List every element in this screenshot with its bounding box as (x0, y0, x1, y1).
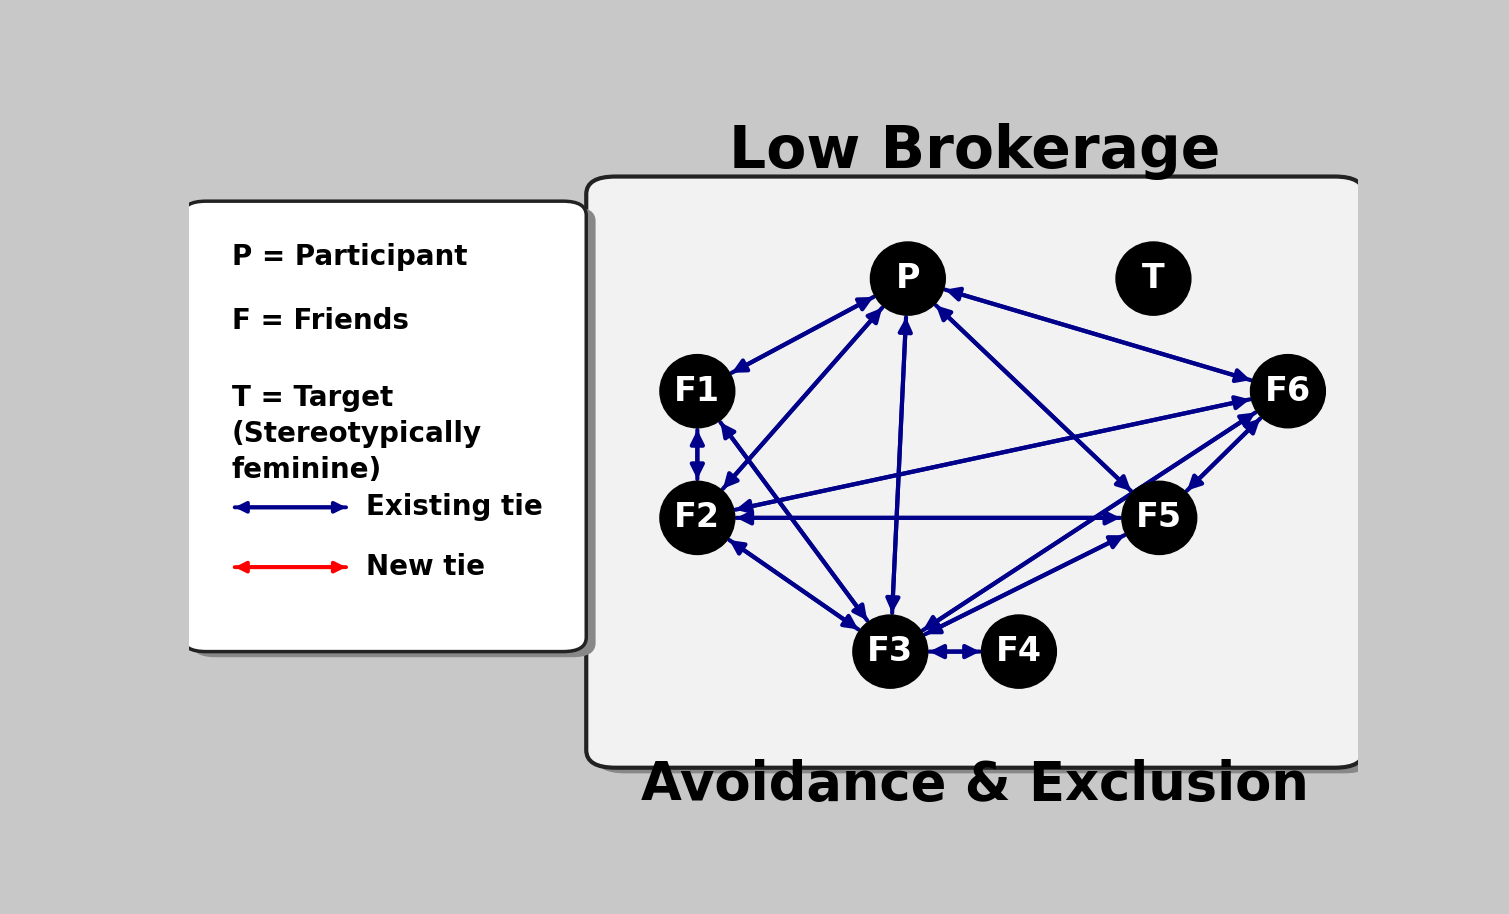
FancyBboxPatch shape (596, 182, 1373, 773)
Text: F6: F6 (1265, 375, 1311, 408)
FancyArrowPatch shape (887, 317, 905, 609)
Text: T: T (1142, 262, 1165, 295)
Text: F5: F5 (1136, 502, 1183, 535)
FancyArrowPatch shape (936, 305, 1127, 488)
Text: P = Participant: P = Participant (232, 243, 468, 271)
FancyArrowPatch shape (924, 415, 1251, 631)
Text: New tie: New tie (367, 553, 486, 581)
FancyArrowPatch shape (691, 434, 703, 479)
FancyBboxPatch shape (183, 201, 585, 652)
Ellipse shape (1117, 242, 1191, 315)
Ellipse shape (871, 242, 945, 315)
FancyArrowPatch shape (930, 536, 1124, 632)
FancyArrowPatch shape (925, 537, 1120, 634)
FancyArrowPatch shape (723, 426, 868, 621)
FancyArrowPatch shape (723, 312, 880, 489)
Text: F = Friends: F = Friends (232, 307, 409, 335)
FancyArrowPatch shape (930, 646, 975, 657)
FancyArrowPatch shape (927, 412, 1255, 628)
Text: Existing tie: Existing tie (367, 494, 543, 521)
FancyArrowPatch shape (934, 646, 979, 657)
FancyBboxPatch shape (192, 207, 596, 657)
Text: T = Target
(Stereotypically
feminine): T = Target (Stereotypically feminine) (232, 384, 481, 484)
FancyArrowPatch shape (892, 322, 911, 613)
FancyArrowPatch shape (741, 513, 1120, 524)
Ellipse shape (659, 482, 735, 555)
FancyArrowPatch shape (238, 563, 346, 571)
FancyArrowPatch shape (1188, 421, 1257, 491)
FancyArrowPatch shape (735, 398, 1245, 510)
Ellipse shape (1251, 355, 1325, 428)
Text: P: P (896, 262, 920, 295)
FancyArrowPatch shape (726, 308, 883, 485)
FancyArrowPatch shape (238, 503, 346, 512)
Ellipse shape (1121, 482, 1197, 555)
FancyArrowPatch shape (733, 543, 859, 630)
Text: F4: F4 (996, 635, 1041, 668)
FancyArrowPatch shape (235, 503, 341, 512)
FancyArrowPatch shape (729, 540, 854, 627)
FancyArrowPatch shape (691, 430, 703, 474)
Text: F2: F2 (675, 502, 720, 535)
FancyArrowPatch shape (736, 297, 874, 371)
FancyArrowPatch shape (720, 422, 865, 617)
Ellipse shape (853, 615, 928, 688)
Text: Low Brokerage: Low Brokerage (729, 123, 1221, 180)
FancyArrowPatch shape (949, 289, 1251, 380)
Text: F3: F3 (868, 635, 913, 668)
Ellipse shape (659, 355, 735, 428)
FancyArrowPatch shape (736, 513, 1115, 524)
FancyArrowPatch shape (1191, 419, 1260, 487)
FancyBboxPatch shape (585, 176, 1364, 768)
Text: Avoidance & Exclusion: Avoidance & Exclusion (641, 760, 1308, 812)
FancyArrowPatch shape (235, 563, 341, 571)
Text: F1: F1 (675, 375, 720, 408)
FancyArrowPatch shape (945, 290, 1246, 381)
FancyArrowPatch shape (940, 309, 1132, 491)
FancyArrowPatch shape (739, 399, 1249, 512)
FancyArrowPatch shape (732, 299, 869, 373)
Ellipse shape (981, 615, 1056, 688)
